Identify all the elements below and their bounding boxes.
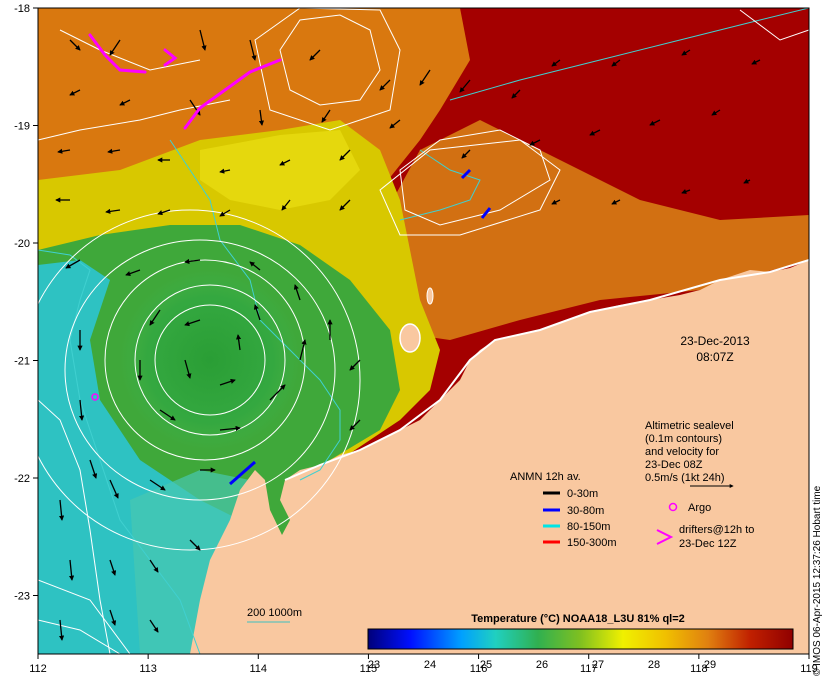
altimetry-line: Altimetric sealevel (645, 420, 734, 432)
anmn-legend-label: 0-30m (567, 488, 598, 500)
sea-level-contours (38, 8, 809, 654)
credit-text: © IMOS 06-Apr-2015 12:37:26 Hobart time (812, 485, 823, 676)
island (426, 287, 434, 305)
colorbar-tick-label: 28 (648, 659, 660, 671)
longitude-axis: 112 113 114 115 116 117 118 119 (29, 654, 818, 675)
velocity-arrows (55, 29, 761, 641)
drifter-legend-marker (656, 529, 674, 545)
latitude-tick-label: -22 (14, 473, 30, 485)
longitude-tick-label: 118 (690, 663, 708, 675)
longitude-tick-label: 119 (800, 663, 818, 675)
colorbar-title: Temperature (°C) NOAA18_L3U 81% ql=2 (471, 613, 685, 625)
land (190, 260, 809, 654)
island (399, 323, 421, 353)
anmn-legend-label: 150-300m (567, 537, 617, 549)
colorbar-ticks: 23 24 25 26 27 28 29 (368, 659, 716, 671)
anmn-legend-title: ANMN 12h av. (510, 471, 581, 483)
timestamp-time: 08:07Z (696, 350, 733, 364)
colorbar-tick-label: 27 (592, 659, 604, 671)
altimetry-line: and velocity for (645, 446, 719, 458)
altimetry-line: (0.1m contours) (645, 433, 722, 445)
anmn-legend-label: 80-150m (567, 521, 610, 533)
colorbar-tick-label: 26 (536, 659, 548, 671)
map-plot (38, 8, 809, 654)
latitude-axis: -18 -19 -20 -21 -22 -23 (14, 3, 38, 603)
colorbar-tick-label: 23 (368, 659, 380, 671)
argo-float (91, 393, 99, 401)
timestamp-date: 23-Dec-2013 (680, 334, 750, 348)
argo-legend-marker (668, 502, 678, 512)
latitude-tick-label: -23 (14, 591, 30, 603)
longitude-tick-label: 115 (360, 663, 378, 675)
anmn-mooring (480, 207, 492, 219)
isobath-200m (169, 139, 341, 481)
longitude-tick-label: 114 (250, 663, 268, 675)
longitude-tick-label: 113 (139, 663, 157, 675)
argo-legend-label: Argo (688, 502, 711, 514)
isobath-1000m (449, 8, 809, 101)
orange-water-east (360, 120, 809, 340)
plot-frame (37, 7, 810, 655)
longitude-tick-label: 112 (29, 663, 47, 675)
altimetry-line: 0.5m/s (1kt 24h) (645, 472, 724, 484)
latitude-tick-label: -20 (14, 238, 30, 250)
anmn-legend: ANMN 12h av. 0-30m 30-80m 80-150m 150-30… (510, 471, 617, 549)
drifter-legend-line: drifters@12h to (679, 524, 754, 536)
latitude-tick-label: -19 (14, 121, 30, 133)
latitude-tick-label: -21 (14, 356, 30, 368)
anmn-mooring (460, 168, 472, 180)
colorbar-tick-label: 24 (424, 659, 436, 671)
colorbar-tick-label: 29 (704, 659, 716, 671)
altimetry-line: 23-Dec 08Z (645, 459, 703, 471)
latitude-tick-label: -18 (14, 3, 30, 15)
isobath-200m (399, 149, 481, 221)
longitude-tick-label: 117 (580, 663, 598, 675)
isobath-legend-label: 200 1000m (247, 607, 302, 619)
altimetry-note: Altimetric sealevel (0.1m contours) and … (645, 420, 734, 488)
anmn-mooring (229, 460, 256, 486)
drifter-legend-line: 23-Dec 12Z (679, 538, 737, 550)
colorbar-tick-label: 25 (480, 659, 492, 671)
colorbar (367, 628, 794, 650)
coastline (284, 259, 809, 481)
eddy-core (120, 270, 300, 450)
anmn-legend-label: 30-80m (567, 505, 604, 517)
yellow-light (200, 130, 360, 210)
longitude-tick-label: 116 (470, 663, 488, 675)
drifter-tracks (88, 33, 282, 130)
